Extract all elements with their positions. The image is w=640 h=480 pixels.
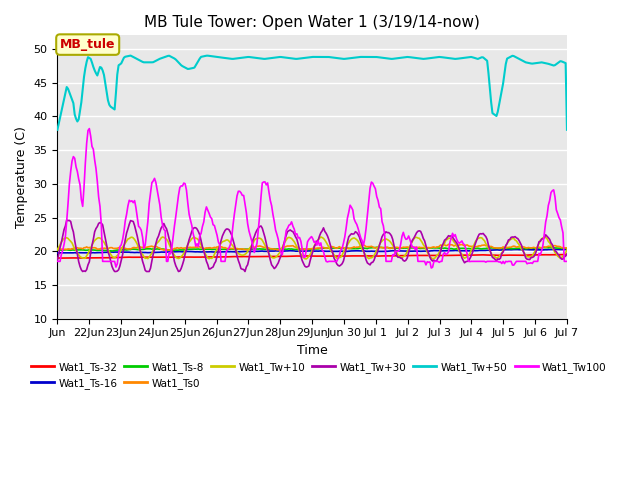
X-axis label: Time: Time bbox=[297, 344, 328, 357]
Legend: Wat1_Ts-32, Wat1_Ts-16, Wat1_Ts-8, Wat1_Ts0, Wat1_Tw+10, Wat1_Tw+30, Wat1_Tw+50,: Wat1_Ts-32, Wat1_Ts-16, Wat1_Ts-8, Wat1_… bbox=[27, 358, 611, 393]
Title: MB Tule Tower: Open Water 1 (3/19/14-now): MB Tule Tower: Open Water 1 (3/19/14-now… bbox=[144, 15, 480, 30]
Text: MB_tule: MB_tule bbox=[60, 38, 115, 51]
Y-axis label: Temperature (C): Temperature (C) bbox=[15, 126, 28, 228]
